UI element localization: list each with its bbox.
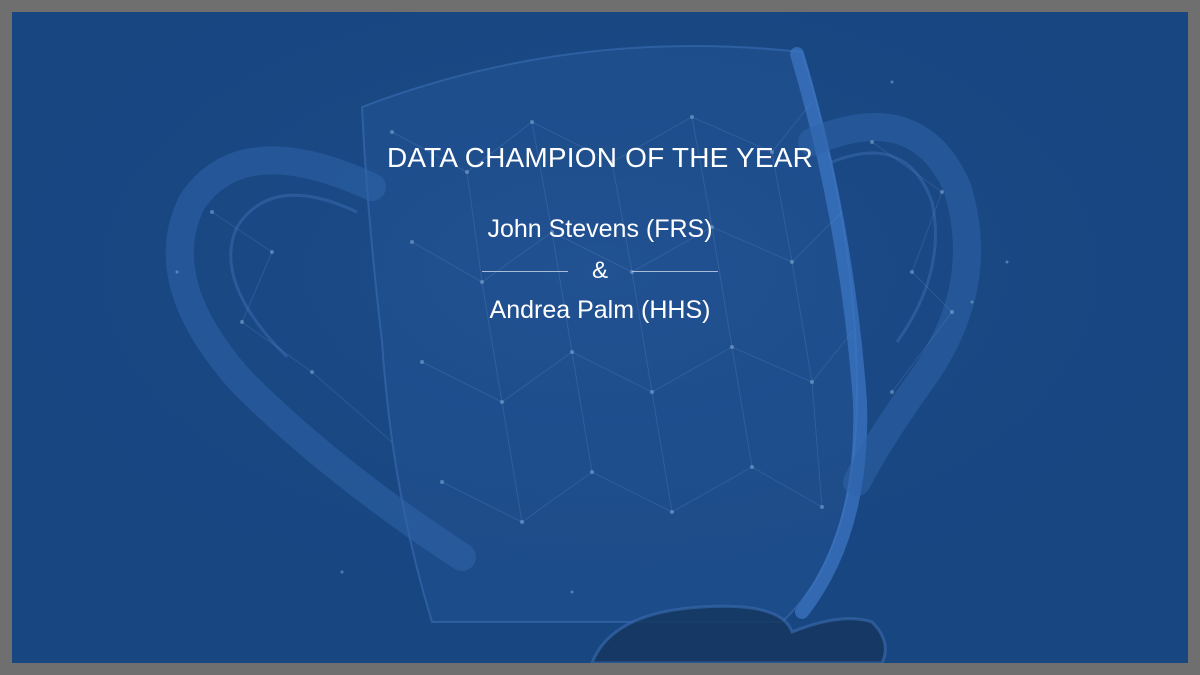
trophy-base xyxy=(590,604,887,663)
constellation-lines xyxy=(211,101,953,523)
award-slide: DATA CHAMPION OF THE YEAR John Stevens (… xyxy=(12,12,1188,663)
award-title: DATA CHAMPION OF THE YEAR xyxy=(386,142,814,173)
trophy-constellation-background xyxy=(12,12,1188,663)
separator-line-right xyxy=(632,270,718,272)
ampersand: & xyxy=(591,257,608,284)
winner-name-2: Andrea Palm (HHS) xyxy=(489,296,711,324)
name-separator-row: & xyxy=(12,256,1188,286)
trophy-left-handle xyxy=(165,146,476,571)
separator-line-left xyxy=(481,270,568,272)
winner-name-1: John Stevens (FRS) xyxy=(487,215,713,243)
trophy-right-handle xyxy=(798,113,981,496)
